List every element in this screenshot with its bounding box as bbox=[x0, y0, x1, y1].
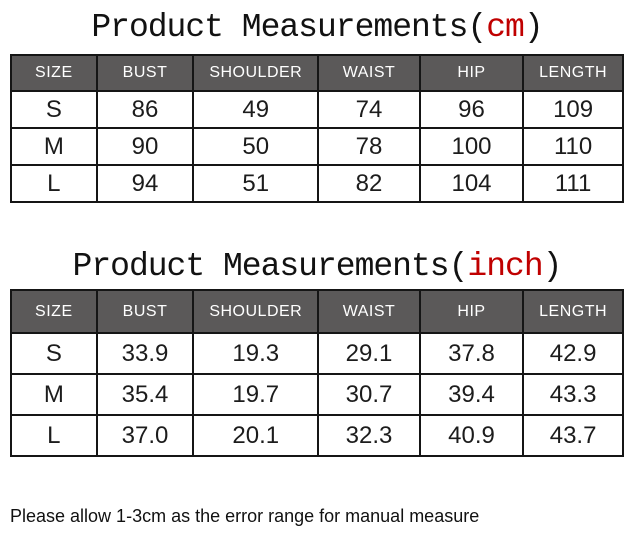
value-cell: 74 bbox=[317, 90, 421, 129]
column-header-waist: WAIST bbox=[317, 289, 421, 334]
column-header-size: SIZE bbox=[10, 54, 98, 92]
measure-error-note: Please allow 1-3cm as the error range fo… bbox=[10, 506, 480, 526]
value-cell: 29.1 bbox=[317, 332, 421, 375]
value-cell: 82 bbox=[317, 164, 421, 203]
value-cell: 37.0 bbox=[95, 414, 195, 457]
value-cell: 42.9 bbox=[522, 332, 624, 375]
table-row-s: S 33.9 19.3 29.1 37.8 42.9 bbox=[10, 332, 624, 375]
value-cell: 19.3 bbox=[192, 332, 320, 375]
size-cell: S bbox=[10, 332, 98, 375]
value-cell: 78 bbox=[317, 127, 421, 166]
size-cell: S bbox=[10, 90, 98, 129]
value-cell: 96 bbox=[418, 90, 525, 129]
value-cell: 32.3 bbox=[317, 414, 421, 457]
column-header-hip: HIP bbox=[418, 54, 525, 92]
column-header-bust: BUST bbox=[95, 54, 195, 92]
value-cell: 100 bbox=[418, 127, 525, 166]
value-cell: 43.7 bbox=[522, 414, 624, 457]
size-cell: L bbox=[10, 414, 98, 457]
table-row-s: S 86 49 74 96 109 bbox=[10, 90, 624, 129]
size-cell: L bbox=[10, 164, 98, 203]
column-header-waist: WAIST bbox=[317, 54, 421, 92]
title-inch-text: Product Measurements bbox=[72, 248, 450, 285]
value-cell: 110 bbox=[522, 127, 624, 166]
title-cm-close-paren: ) bbox=[523, 9, 544, 46]
value-cell: 37.8 bbox=[418, 332, 525, 375]
title-inch-open-paren: ( bbox=[448, 248, 469, 285]
column-header-length: LENGTH bbox=[522, 289, 624, 334]
value-cell: 35.4 bbox=[95, 373, 195, 416]
measurement-table-inch: SIZE BUST SHOULDER WAIST HIP LENGTH S 33… bbox=[10, 289, 624, 457]
title-cm-unit: cm bbox=[486, 9, 525, 46]
table-row-m: M 35.4 19.7 30.7 39.4 43.3 bbox=[10, 373, 624, 416]
table-row-l: L 94 51 82 104 111 bbox=[10, 164, 624, 203]
value-cell: 111 bbox=[522, 164, 624, 203]
title-inch-unit: inch bbox=[467, 248, 543, 285]
table-header-row: SIZE BUST SHOULDER WAIST HIP LENGTH bbox=[10, 54, 624, 92]
measurement-table-cm: SIZE BUST SHOULDER WAIST HIP LENGTH S 86… bbox=[10, 54, 624, 203]
title-cm-text: Product Measurements bbox=[91, 9, 468, 46]
value-cell: 30.7 bbox=[317, 373, 421, 416]
value-cell: 33.9 bbox=[95, 332, 195, 375]
column-header-length: LENGTH bbox=[522, 54, 624, 92]
value-cell: 39.4 bbox=[418, 373, 525, 416]
value-cell: 20.1 bbox=[192, 414, 320, 457]
value-cell: 86 bbox=[95, 90, 195, 129]
column-header-bust: BUST bbox=[95, 289, 195, 334]
value-cell: 51 bbox=[192, 164, 320, 203]
column-header-hip: HIP bbox=[418, 289, 525, 334]
title-inch: Product Measurements(inch) bbox=[10, 245, 624, 289]
value-cell: 43.3 bbox=[522, 373, 624, 416]
column-header-shoulder: SHOULDER bbox=[192, 54, 320, 92]
value-cell: 104 bbox=[418, 164, 525, 203]
value-cell: 40.9 bbox=[418, 414, 525, 457]
size-cell: M bbox=[10, 127, 98, 166]
title-inch-close-paren: ) bbox=[542, 248, 563, 285]
value-cell: 19.7 bbox=[192, 373, 320, 416]
value-cell: 49 bbox=[192, 90, 320, 129]
title-cm-open-paren: ( bbox=[467, 9, 487, 46]
value-cell: 109 bbox=[522, 90, 624, 129]
table-row-l: L 37.0 20.1 32.3 40.9 43.7 bbox=[10, 414, 624, 457]
value-cell: 94 bbox=[95, 164, 195, 203]
column-header-shoulder: SHOULDER bbox=[192, 289, 320, 334]
size-cell: M bbox=[10, 373, 98, 416]
column-header-size: SIZE bbox=[10, 289, 98, 334]
value-cell: 50 bbox=[192, 127, 320, 166]
title-cm: Product Measurements(cm) bbox=[10, 6, 624, 50]
table-row-m: M 90 50 78 100 110 bbox=[10, 127, 624, 166]
value-cell: 90 bbox=[95, 127, 195, 166]
table-header-row: SIZE BUST SHOULDER WAIST HIP LENGTH bbox=[10, 289, 624, 334]
